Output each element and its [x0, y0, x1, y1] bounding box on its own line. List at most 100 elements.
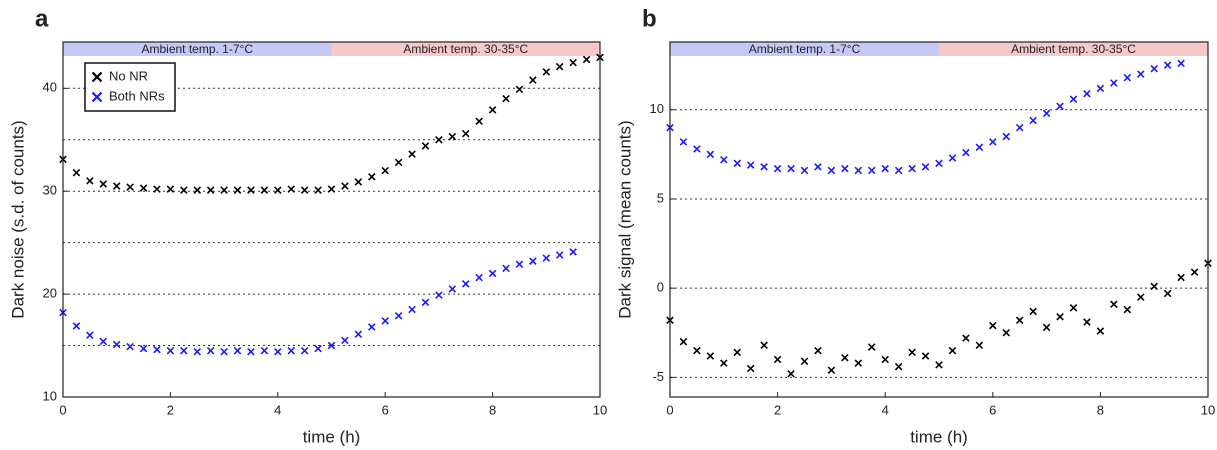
point — [720, 359, 728, 367]
point — [247, 347, 255, 356]
band — [63, 42, 332, 56]
point — [394, 158, 403, 167]
point — [948, 346, 957, 355]
point — [989, 321, 997, 330]
y-tick-label: 5 — [657, 190, 664, 205]
band-label: Ambient temp. 1-7°C — [749, 42, 861, 56]
point — [1015, 316, 1024, 325]
point — [948, 154, 957, 162]
point — [180, 346, 188, 355]
point — [408, 305, 416, 314]
point — [854, 359, 863, 367]
point — [300, 186, 309, 194]
point — [488, 269, 497, 278]
point — [220, 186, 228, 194]
point — [502, 264, 510, 273]
x-tick-label: 0 — [666, 402, 673, 417]
point — [800, 357, 809, 366]
point — [908, 164, 916, 173]
point — [1136, 293, 1145, 301]
y-tick-label: 20 — [43, 286, 57, 301]
point — [1056, 312, 1064, 321]
x-tick-label: 6 — [382, 402, 389, 417]
point — [260, 186, 269, 194]
x-tick-label: 8 — [1097, 402, 1104, 417]
point — [193, 186, 202, 194]
point — [679, 138, 688, 146]
point — [1123, 305, 1132, 314]
point — [1163, 61, 1172, 69]
point — [800, 166, 809, 175]
point — [112, 182, 121, 190]
point — [408, 150, 416, 158]
point — [1163, 289, 1172, 298]
point — [461, 280, 470, 288]
point — [1029, 307, 1037, 316]
point — [502, 94, 510, 103]
point — [542, 254, 551, 262]
point — [368, 173, 376, 181]
x-axis-label: time (h) — [910, 427, 968, 446]
point — [787, 370, 795, 378]
point — [99, 180, 108, 188]
x-axis-label: time (h) — [303, 427, 361, 446]
x-tick-label: 2 — [167, 402, 174, 417]
point — [1110, 300, 1118, 309]
point — [867, 343, 876, 351]
point — [706, 352, 715, 360]
point — [475, 273, 483, 282]
point — [1096, 327, 1105, 335]
x-tick-label: 6 — [989, 402, 996, 417]
point — [679, 337, 688, 346]
x-tick-label: 10 — [1201, 402, 1215, 417]
point — [193, 347, 202, 356]
point — [908, 348, 916, 357]
point — [461, 129, 470, 138]
point — [1029, 116, 1037, 125]
y-tick-label: 30 — [43, 183, 57, 198]
x-tick-label: 8 — [489, 402, 496, 417]
point — [233, 186, 242, 194]
point — [421, 298, 430, 307]
point — [341, 336, 349, 345]
band-label: Ambient temp. 30-35°C — [1011, 42, 1136, 56]
point — [935, 159, 943, 168]
point — [787, 164, 795, 173]
point — [274, 347, 282, 356]
point — [962, 334, 970, 342]
point — [1123, 73, 1132, 82]
point — [86, 177, 94, 185]
point — [180, 186, 188, 194]
point — [569, 248, 577, 256]
x-tick-label: 4 — [274, 402, 281, 417]
point — [1069, 304, 1078, 312]
y-tick-label: 0 — [657, 280, 664, 295]
point — [555, 62, 564, 71]
point — [867, 166, 876, 175]
x-tick-label: 4 — [882, 402, 889, 417]
point — [475, 117, 483, 125]
point — [488, 106, 497, 114]
point — [1177, 59, 1185, 68]
plot-frame — [669, 41, 1209, 398]
point — [368, 323, 376, 331]
point — [569, 58, 577, 67]
point — [274, 186, 282, 194]
point — [542, 68, 551, 76]
point — [1177, 273, 1185, 282]
point — [314, 344, 322, 353]
point — [1110, 79, 1118, 87]
point — [773, 355, 782, 364]
point — [381, 166, 389, 175]
point — [841, 164, 849, 173]
point — [1083, 89, 1091, 98]
point — [381, 317, 389, 325]
point — [1042, 323, 1051, 332]
point — [166, 346, 175, 355]
point — [72, 168, 81, 177]
point — [693, 346, 701, 355]
point — [515, 260, 524, 269]
point — [86, 331, 94, 340]
point — [166, 185, 175, 193]
point — [746, 161, 755, 169]
